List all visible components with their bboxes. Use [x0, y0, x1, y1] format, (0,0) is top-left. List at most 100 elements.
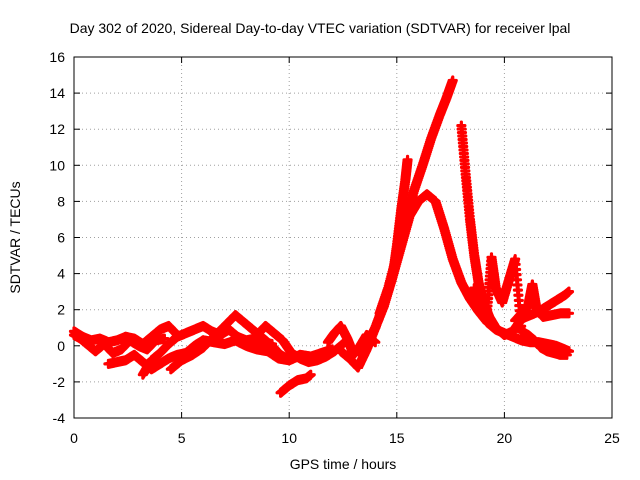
data-point — [341, 342, 345, 346]
data-point — [169, 367, 173, 371]
data-point — [158, 328, 162, 332]
data-point — [287, 358, 291, 362]
data-point — [502, 333, 506, 337]
data-point — [315, 358, 319, 362]
data-point — [180, 358, 184, 362]
data-point — [167, 356, 171, 360]
series-arc-8 — [275, 369, 316, 398]
data-point — [526, 304, 530, 308]
data-point — [567, 290, 571, 294]
data-point — [347, 356, 351, 360]
data-point — [272, 331, 276, 335]
data-point — [468, 217, 472, 221]
data-point — [464, 172, 468, 176]
y-tick-label: 12 — [49, 121, 65, 137]
data-point — [477, 281, 481, 285]
data-point — [298, 356, 302, 360]
data-point — [468, 297, 472, 301]
x-tick-label: 0 — [70, 430, 78, 446]
x-tick-label: 15 — [389, 430, 405, 446]
data-point — [201, 338, 205, 342]
data-point — [287, 384, 291, 388]
data-point — [339, 324, 343, 328]
data-point — [520, 329, 524, 333]
y-tick-label: 16 — [49, 49, 65, 65]
data-point — [115, 338, 119, 342]
data-point — [552, 351, 556, 355]
data-point — [459, 281, 463, 285]
data-point — [193, 328, 197, 332]
data-point — [530, 282, 534, 286]
data-point — [149, 358, 153, 362]
data-point — [513, 257, 517, 261]
data-point — [438, 113, 442, 117]
data-point — [352, 353, 356, 357]
y-tick-label: 6 — [57, 230, 65, 246]
data-point — [479, 300, 483, 304]
data-point — [111, 351, 115, 355]
data-point — [223, 324, 227, 328]
data-point — [141, 360, 145, 364]
data-point — [472, 286, 476, 290]
x-tick-label: 5 — [178, 430, 186, 446]
data-point — [158, 362, 162, 366]
data-point — [485, 308, 489, 312]
data-point — [500, 300, 504, 304]
y-tick-label: 10 — [49, 157, 65, 173]
y-tick-label: 8 — [57, 193, 65, 209]
data-point — [563, 293, 567, 297]
data-point — [507, 279, 511, 283]
data-point — [175, 335, 179, 339]
data-point — [554, 299, 558, 303]
data-point — [451, 257, 455, 261]
y-axis-label: SDTVAR / TECUs — [7, 181, 23, 293]
data-point — [550, 313, 554, 317]
series-trace — [141, 323, 273, 376]
data-point — [281, 338, 285, 342]
data-point — [132, 353, 136, 357]
data-point — [403, 221, 407, 225]
data-point — [255, 347, 259, 351]
data-point — [494, 326, 498, 330]
data-point — [511, 329, 515, 333]
data-point — [565, 353, 569, 357]
data-point — [158, 351, 162, 355]
data-point — [442, 226, 446, 230]
data-point — [279, 391, 283, 395]
data-point — [89, 338, 93, 342]
data-point — [255, 333, 259, 337]
data-point — [399, 208, 403, 212]
data-point — [528, 313, 532, 317]
series-arc-15 — [510, 279, 575, 326]
data-point — [412, 189, 416, 193]
data-point — [296, 378, 300, 382]
data-point — [289, 351, 293, 355]
data-point — [309, 373, 313, 377]
data-point — [567, 311, 571, 315]
data-point — [276, 356, 280, 360]
series-arc-7 — [251, 320, 349, 368]
data-point — [244, 344, 248, 348]
series-group — [68, 75, 575, 398]
data-point — [145, 347, 149, 351]
x-tick-label: 20 — [497, 430, 513, 446]
data-point — [154, 338, 158, 342]
data-point — [434, 199, 438, 203]
data-point — [162, 337, 166, 341]
data-point — [175, 353, 179, 357]
y-tick-label: 14 — [49, 85, 65, 101]
x-axis-label: GPS time / hours — [290, 456, 397, 472]
data-point — [535, 308, 539, 312]
data-point — [106, 362, 110, 366]
data-point — [545, 342, 549, 346]
y-tick-label: -2 — [53, 374, 66, 390]
y-tick-label: 0 — [57, 338, 65, 354]
data-point — [378, 311, 382, 315]
data-point — [190, 353, 194, 357]
series-arc-3 — [103, 335, 209, 375]
data-point — [365, 342, 369, 346]
series-arc-14 — [469, 252, 572, 360]
data-point — [233, 313, 237, 317]
y-tick-label: -4 — [53, 410, 66, 426]
